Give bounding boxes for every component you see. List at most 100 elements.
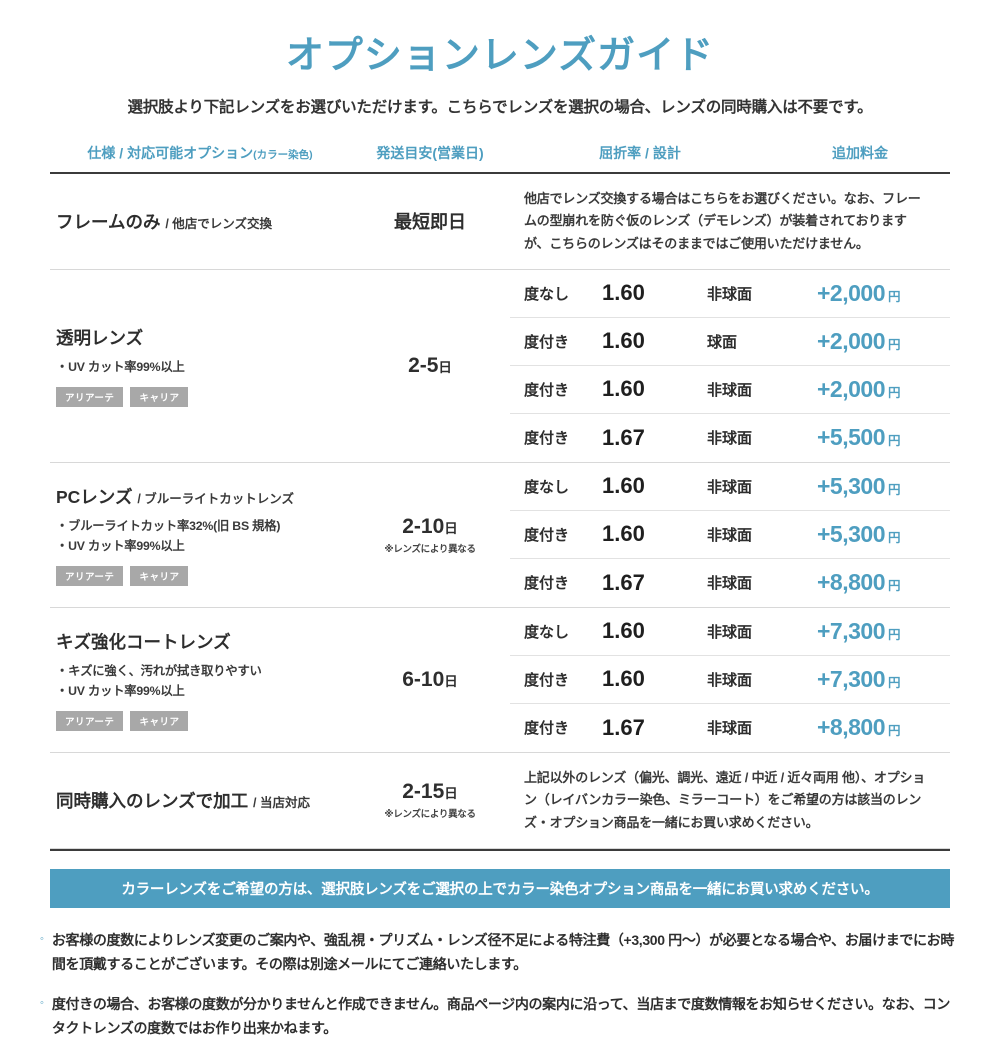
table-row: キズ強化コートレンズ ・キズに強く、汚れが拭き取りやすい ・UV カット率99%…: [50, 608, 950, 753]
option-price-currency: 円: [888, 675, 901, 690]
badge-carrier: キャリア: [130, 565, 189, 586]
row-description: 上記以外のレンズ（偏光、調光、遠近 / 中近 / 近々両用 他）、オプション（レ…: [524, 769, 926, 830]
option-refractive-index: 1.60: [602, 618, 645, 644]
column-header-index-design: 屈折率 / 設計: [599, 144, 681, 161]
table-row: フレームのみ / 他店でレンズ交換 最短即日 他店でレンズ交換する場合はこちらを…: [50, 174, 950, 270]
lens-name-main: キズ強化コートレンズ: [56, 632, 231, 653]
lens-name-main: フレームのみ: [56, 211, 161, 232]
option-row: 度付き 1.60 非球面 +5,300 円: [510, 511, 950, 559]
option-design: 非球面: [707, 285, 753, 303]
option-price-amount: +7,300: [817, 665, 886, 692]
lens-name: フレームのみ / 他店でレンズ交換: [56, 209, 344, 234]
option-prescription-type: 度付き: [524, 671, 570, 689]
row-spec-cell: 同時購入のレンズで加工 / 当店対応: [50, 753, 350, 848]
lens-name-sub: / ブルーライトカットレンズ: [137, 492, 295, 507]
shipping-estimate: 6-10日: [402, 668, 458, 692]
option-row: 度付き 1.60 非球面 +7,300 円: [510, 656, 950, 704]
column-header-spec-note: (カラー染色): [253, 148, 313, 161]
table-row: 透明レンズ ・UV カット率99%以上 アリアーテ キャリア 2-5日 度: [50, 270, 950, 463]
option-price-currency: 円: [888, 724, 901, 739]
option-refractive-index: 1.60: [602, 521, 645, 547]
option-badges: アリアーテ キャリア: [56, 710, 344, 731]
option-price: +5,500 円: [817, 424, 950, 451]
option-prescription-type: 度付き: [524, 381, 570, 399]
option-design: 非球面: [707, 720, 753, 738]
column-header-spec-main: 仕様 / 対応可能オプション: [87, 144, 254, 161]
option-prescription-type: 度付き: [524, 526, 570, 544]
option-rows: 度なし 1.60 非球面 +2,000 円 度付き 1.60 球面 +2,000 円…: [510, 270, 950, 462]
row-description: 他店でレンズ交換する場合はこちらをお選びください。なお、フレームの型崩れを防ぐ仮…: [524, 190, 921, 251]
option-price-amount: +8,800: [817, 569, 886, 596]
lens-name: PCレンズ / ブルーライトカットレンズ: [56, 484, 344, 509]
shipping-estimate: 2-5日: [408, 354, 452, 378]
row-options-cell: 度なし 1.60 非球面 +7,300 円 度付き 1.60 非球面 +7,300…: [510, 608, 950, 752]
feature-item: ・UV カット率99%以上: [56, 684, 185, 699]
option-refractive-index: 1.60: [602, 666, 645, 692]
lens-options-table: 仕様 / 対応可能オプション(カラー染色) 発送目安(営業日) 屈折率 / 設計…: [50, 143, 950, 851]
option-price-amount: +2,000: [817, 327, 886, 354]
shipping-estimate: 最短即日: [394, 212, 466, 233]
footnote-text: お客様の度数によりレンズ変更のご案内や、強乱視・プリズム・レンズ径不足による特注…: [51, 931, 954, 973]
option-price: +5,300 円: [817, 473, 950, 500]
row-spec-cell: 透明レンズ ・UV カット率99%以上 アリアーテ キャリア: [50, 270, 350, 462]
color-lens-banner: カラーレンズをご希望の方は、選択肢レンズをご選択の上でカラー染色オプション商品を…: [50, 868, 950, 908]
option-prescription-type: 度付き: [524, 430, 570, 448]
footnote-text: 度付きの場合、お客様の度数が分かりませんと作成できません。商品ページ内の案内に沿…: [51, 996, 951, 1037]
feature-list: ・ブルーライトカット率32%(旧 BS 規格) ・UV カット率99%以上: [56, 516, 344, 557]
feature-item: ・キズに強く、汚れが拭き取りやすい: [56, 664, 262, 679]
row-spec-cell: フレームのみ / 他店でレンズ交換: [50, 174, 350, 269]
option-rows: 度なし 1.60 非球面 +5,300 円 度付き 1.60 非球面 +5,300…: [510, 463, 950, 607]
option-refractive-index: 1.67: [602, 569, 645, 595]
row-description-cell: 他店でレンズ交換する場合はこちらをお選びください。なお、フレームの型崩れを防ぐ仮…: [510, 174, 950, 269]
option-prescription-type: 度付き: [524, 720, 570, 738]
shipping-unit: 日: [438, 359, 452, 375]
option-design: 非球面: [707, 575, 753, 593]
option-price-currency: 円: [888, 579, 901, 594]
option-price-amount: +2,000: [817, 279, 886, 306]
row-options-cell: 度なし 1.60 非球面 +5,300 円 度付き 1.60 非球面 +5,300…: [510, 463, 950, 607]
option-design: 非球面: [707, 478, 753, 496]
option-price: +7,300 円: [817, 618, 950, 645]
row-shipping-cell: 最短即日: [350, 174, 510, 269]
option-price-currency: 円: [888, 337, 901, 352]
option-refractive-index: 1.60: [602, 376, 645, 402]
option-price-amount: +8,800: [817, 714, 886, 741]
column-header-price: 追加料金: [832, 144, 888, 161]
row-spec-cell: PCレンズ / ブルーライトカットレンズ ・ブルーライトカット率32%(旧 BS…: [50, 463, 350, 607]
row-shipping-cell: 2-15日 ※レンズにより異なる: [350, 753, 510, 848]
option-price: +8,800 円: [817, 569, 950, 596]
shipping-note: ※レンズにより異なる: [384, 809, 476, 821]
shipping-days: 2-10: [402, 514, 445, 538]
circle-bullet-icon: ◦: [40, 997, 44, 1010]
option-price: +2,000 円: [817, 376, 950, 403]
option-design: 非球面: [707, 381, 753, 399]
option-row: 度付き 1.67 非球面 +8,800 円: [510, 559, 950, 607]
table-row: PCレンズ / ブルーライトカットレンズ ・ブルーライトカット率32%(旧 BS…: [50, 463, 950, 608]
option-refractive-index: 1.60: [602, 473, 645, 499]
option-price-currency: 円: [888, 385, 901, 400]
option-price: +2,000 円: [817, 328, 950, 355]
option-prescription-type: 度なし: [524, 478, 570, 496]
lens-name-main: PCレンズ: [56, 487, 133, 508]
table-header-row: 仕様 / 対応可能オプション(カラー染色) 発送目安(営業日) 屈折率 / 設計…: [50, 143, 950, 172]
lens-name-sub: / 他店でレンズ交換: [165, 216, 273, 231]
option-price-currency: 円: [888, 627, 901, 642]
option-price-currency: 円: [888, 530, 901, 545]
row-shipping-cell: 6-10日: [350, 608, 510, 752]
column-header-shipping: 発送目安(営業日): [376, 144, 484, 161]
option-row: 度付き 1.67 非球面 +5,500 円: [510, 414, 950, 462]
option-price: +7,300 円: [817, 666, 950, 693]
table-top-rule: [50, 171, 950, 174]
lens-name: 透明レンズ: [56, 325, 344, 350]
option-row: 度付き 1.60 非球面 +2,000 円: [510, 366, 950, 414]
shipping-estimate: 2-10日: [402, 515, 458, 539]
page-title: オプションレンズガイド: [285, 35, 715, 77]
option-lens-guide-page: オプションレンズガイド 選択肢より下記レンズをお選びいただけます。こちらでレンズ…: [40, 35, 960, 1036]
footnote-item: ◦ お客様の度数によりレンズ変更のご案内や、強乱視・プリズム・レンズ径不足による…: [40, 928, 960, 976]
option-design: 非球面: [707, 671, 753, 689]
option-price-amount: +7,300: [817, 617, 886, 644]
option-badges: アリアーテ キャリア: [56, 386, 344, 407]
page-subtitle: 選択肢より下記レンズをお選びいただけます。こちらでレンズを選択の場合、レンズの同…: [127, 98, 873, 116]
option-refractive-index: 1.60: [602, 328, 645, 354]
shipping-days: 6-10: [402, 667, 445, 691]
